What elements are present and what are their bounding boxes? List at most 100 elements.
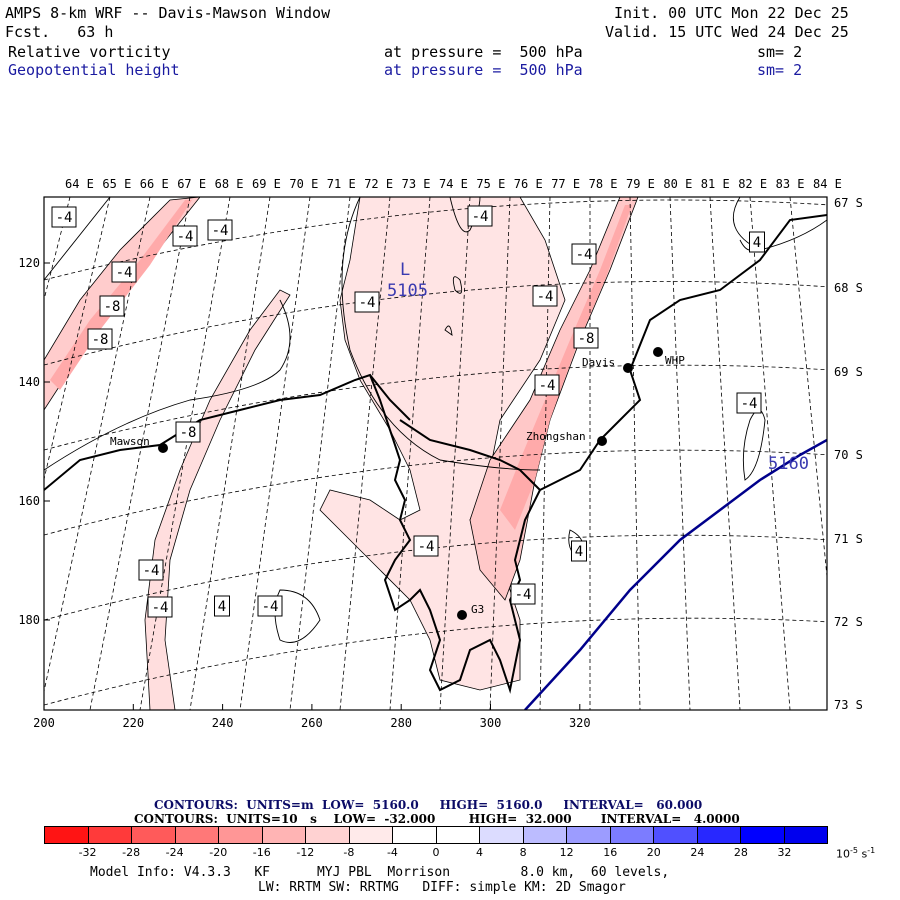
field2-pressure: at pressure = 500 hPa (384, 61, 583, 79)
colorbar-tick-label: -12 (296, 846, 315, 859)
valid-time: Valid. 15 UTC Wed 24 Dec 25 (605, 23, 849, 41)
longitude-label: 74 E (439, 177, 468, 191)
colorbar-tick-label: -16 (252, 846, 271, 859)
station-label: G3 (471, 603, 484, 616)
colorbar-cell (262, 827, 306, 843)
colorbar-cell (132, 827, 176, 843)
colorbar-tick-label: 12 (559, 846, 574, 859)
colorbar-cell (349, 827, 393, 843)
y-tick-label: 140 (18, 375, 40, 389)
vorticity-label: -4 (537, 289, 554, 305)
contours-height-info: CONTOURS: UNITS=m LOW= 5160.0 HIGH= 5160… (154, 798, 703, 812)
colorbar-cell (654, 827, 698, 843)
colorbar-cell (88, 827, 132, 843)
x-tick-label: 200 (33, 716, 55, 730)
station-marker-mawson (158, 443, 168, 453)
meridian-grid (44, 197, 827, 710)
station-marker-g3 (457, 610, 467, 620)
vorticity-label: 4 (575, 544, 583, 560)
latitude-label: 68 S (834, 281, 863, 295)
map-frame (43, 196, 828, 711)
longitude-label: 77 E (551, 177, 580, 191)
vorticity-label-box (571, 540, 587, 562)
vorticity-label: -4 (418, 539, 435, 555)
vorticity-label: -4 (262, 599, 279, 615)
plot-title: AMPS 8-km WRF -- Davis-Mawson Window (5, 4, 331, 22)
vorticity-label-box (571, 243, 597, 265)
colorbar-tick-label: -8 (343, 846, 355, 859)
longitude-label: 64 E (65, 177, 94, 191)
vorticity-label-box (534, 374, 560, 396)
station-marker-zhongshan (597, 436, 607, 446)
longitude-label: 78 E (589, 177, 618, 191)
vorticity-label-box (214, 595, 230, 617)
colorbar-cell (741, 827, 785, 843)
longitude-labels: 64 E 65 E 66 E 67 E 68 E 69 E 70 E 71 E 72 E 73 E… (65, 177, 842, 191)
vorticity-label-box (467, 205, 493, 227)
longitude-label: 79 E (626, 177, 655, 191)
latitude-label: 71 S (834, 532, 863, 546)
colorbar-tick-label: 8 (519, 846, 527, 859)
colorbar-cell (697, 827, 741, 843)
model-info-line1: Model Info: V4.3.3 KF MYJ PBL Morrison 8… (90, 865, 670, 880)
longitude-label: 70 E (289, 177, 318, 191)
colorbar-cell (784, 827, 827, 843)
vorticity-label-box (207, 219, 233, 241)
station-marker-whp (653, 347, 663, 357)
vorticity-label: -4 (212, 223, 229, 239)
vorticity-label-box (532, 285, 558, 307)
forecast-hour: Fcst. 63 h (5, 23, 114, 41)
colorbar-tick-label: 32 (777, 846, 792, 859)
colorbar-cell (610, 827, 654, 843)
vorticity-label-box (51, 206, 77, 228)
colorbar-cell (523, 827, 567, 843)
station-label: Mawson (110, 435, 150, 448)
field1-name: Relative vorticity (8, 43, 171, 61)
vorticity-label: -4 (359, 295, 376, 311)
vorticity-label-box (111, 261, 137, 283)
longitude-label: 75 E (476, 177, 505, 191)
vorticity-label: -8 (578, 331, 595, 347)
vorticity-label-box (147, 596, 173, 618)
vorticity-labels: -4-4-4-4-8-8-4-4-4-4-8-4-8-4-44-44-4-444… (51, 205, 765, 618)
low-center-symbol: L (400, 260, 410, 280)
vorticity-label-box (573, 327, 599, 349)
vorticity-label-box (175, 421, 201, 443)
longitude-label: 71 E (327, 177, 356, 191)
field2-smoothing: sm= 2 (757, 61, 803, 79)
colorbar-tick-label: -20 (209, 846, 228, 859)
vorticity-label: -4 (143, 563, 160, 579)
x-tick-label: 300 (480, 716, 502, 730)
station-marker-davis (623, 363, 633, 373)
colorbar-tick-label: -4 (386, 846, 398, 859)
longitude-label: 69 E (252, 177, 281, 191)
colorbar (44, 826, 828, 844)
longitude-label: 72 E (364, 177, 393, 191)
vorticity-label: -4 (56, 210, 73, 226)
colorbar-tick-label: -24 (165, 846, 184, 859)
x-tick-label: 320 (569, 716, 591, 730)
longitude-label: 65 E (102, 177, 131, 191)
vorticity-label: -8 (104, 299, 121, 315)
vorticity-label-box (354, 291, 380, 313)
colorbar-tick-label: 4 (476, 846, 484, 859)
station-label: WHP (665, 354, 685, 367)
colorbar-tick-label: 16 (603, 846, 618, 859)
longitude-label: 80 E (663, 177, 692, 191)
field1-smoothing: sm= 2 (757, 43, 803, 61)
colorbar-tick-label: -32 (78, 846, 97, 859)
x-axis-ticks: 200 220 240 260 280 300 320 (33, 704, 591, 730)
vorticity-label-box (138, 559, 164, 581)
latitude-label: 70 S (834, 448, 863, 462)
colorbar-cell (567, 827, 611, 843)
vorticity-label-box (257, 595, 283, 617)
y-tick-label: 160 (18, 494, 40, 508)
colorbar-cell (175, 827, 219, 843)
colorbar-tick-label: -28 (122, 846, 141, 859)
vorticity-label-box (87, 328, 113, 350)
vorticity-label: -4 (116, 265, 133, 281)
longitude-label: 82 E (738, 177, 767, 191)
x-tick-label: 240 (212, 716, 234, 730)
colorbar-labels: -32 -28 -24 -20 -16 -12 -8 -4 0 4 8 12 16 20 24 28 32 (44, 846, 828, 860)
